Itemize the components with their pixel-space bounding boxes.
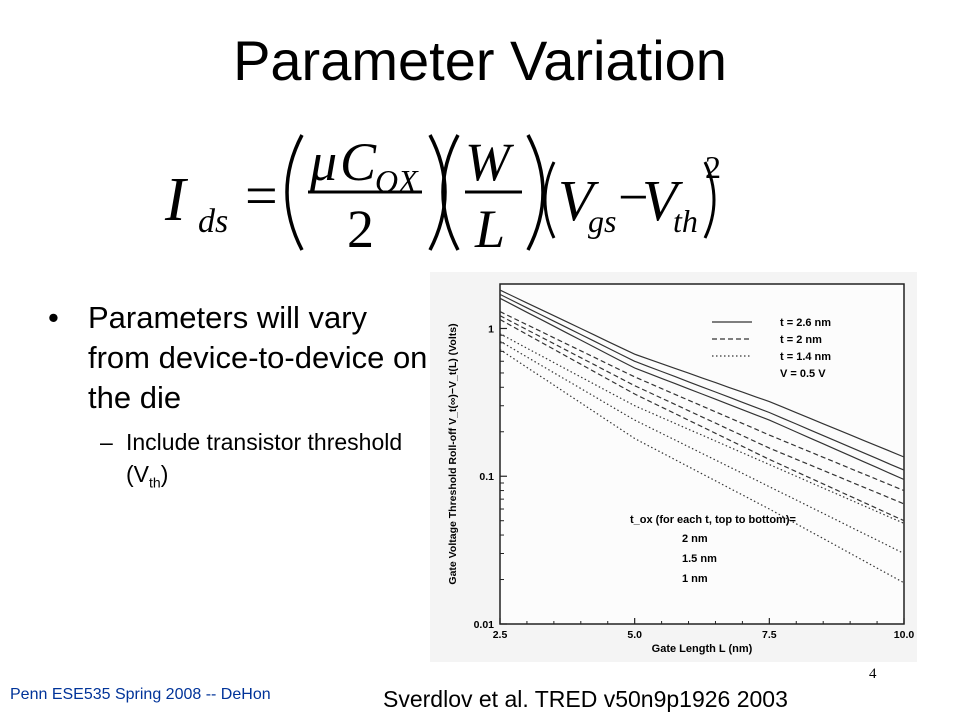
eq-f2-num: W bbox=[465, 132, 515, 192]
x-tick-label-3: 7.5 bbox=[762, 629, 777, 641]
eq-minus: − bbox=[618, 167, 648, 227]
y-tick-label-3: 1 bbox=[488, 323, 494, 335]
tox-item-3: 1 nm bbox=[682, 573, 708, 585]
bullet-sub-text: Include transistor threshold (V bbox=[126, 429, 403, 487]
eq-paren-close-3 bbox=[703, 161, 716, 239]
series-line-1 bbox=[499, 289, 905, 458]
eq-f1-c: C bbox=[340, 132, 377, 192]
y-tick-label-1: 0.01 bbox=[474, 619, 495, 631]
series-line-4 bbox=[499, 311, 905, 492]
bullet-sub-subscript: th bbox=[149, 474, 161, 491]
tox-item-2: 1.5 nm bbox=[682, 553, 717, 565]
citation: Sverdlov et al. TRED v50n9p1926 2003 bbox=[383, 686, 788, 712]
series-line-2 bbox=[499, 293, 905, 471]
legend-label-3: t = 1.4 nm bbox=[780, 351, 831, 363]
legend-label-4: V = 0.5 V bbox=[780, 368, 826, 380]
x-axis-label: Gate Length L (nm) bbox=[652, 643, 753, 655]
eq-f1-den: 2 bbox=[347, 199, 374, 259]
eq-lhs: I bbox=[164, 166, 189, 234]
eq-v1-sub: gs bbox=[588, 203, 616, 239]
eq-v2: V bbox=[642, 168, 684, 233]
eq-paren-open-3 bbox=[543, 161, 556, 239]
eq-f2-den: L bbox=[474, 199, 505, 259]
y-tick-label-2: 0.1 bbox=[479, 471, 494, 483]
tox-item-1: 2 nm bbox=[682, 533, 708, 545]
chart-legend: t = 2.6 nm t = 2 nm t = 1.4 nm V = 0.5 V bbox=[712, 317, 831, 380]
series-line-5 bbox=[499, 315, 905, 505]
slide-title: Parameter Variation bbox=[233, 29, 727, 92]
legend-label-2: t = 2 nm bbox=[780, 334, 822, 346]
bullet-sub-close: ) bbox=[160, 461, 169, 487]
footer-text: Penn ESE535 Spring 2008 -- DeHon bbox=[10, 686, 271, 703]
bullet-list: • Parameters will vary from device-to-de… bbox=[48, 298, 428, 499]
tox-header: t_ox (for each t, top to bottom)= bbox=[630, 514, 796, 526]
tox-annotation: t_ox (for each t, top to bottom)= 2 nm 1… bbox=[630, 514, 796, 585]
drain-current-equation: I ds = μ C OX 2 W L V gs − V th 2 bbox=[164, 132, 720, 259]
legend-label-1: t = 2.6 nm bbox=[780, 317, 831, 329]
eq-f1-mu: μ bbox=[309, 132, 337, 192]
y-axis-label: Gate Voltage Threshold Roll-off V_t(∞)−V… bbox=[447, 323, 459, 584]
eq-f1-sub: OX bbox=[375, 163, 419, 199]
x-tick-label-1: 2.5 bbox=[493, 629, 508, 641]
eq-paren-open-2 bbox=[441, 134, 460, 251]
eq-paren-close-2 bbox=[526, 134, 545, 251]
eq-equals: = bbox=[245, 163, 278, 228]
eq-v1: V bbox=[558, 168, 600, 233]
eq-exponent: 2 bbox=[705, 149, 720, 185]
bullet-dash: – bbox=[100, 429, 113, 455]
bullet-item-sub: – Include transistor threshold (Vth) bbox=[48, 426, 428, 499]
series-line-6 bbox=[499, 318, 905, 522]
series-line-7 bbox=[499, 333, 905, 524]
page-number: 4 bbox=[869, 666, 877, 682]
bullet-item-main: • Parameters will vary from device-to-de… bbox=[48, 298, 428, 418]
series-line-9 bbox=[499, 349, 905, 584]
x-tick-label-4: 10.0 bbox=[894, 629, 915, 641]
eq-paren-open-1 bbox=[285, 134, 304, 251]
series-line-3 bbox=[499, 297, 905, 481]
eq-lhs-sub: ds bbox=[198, 203, 228, 240]
bullet-main-text: Parameters will vary from device-to-devi… bbox=[88, 300, 428, 415]
bullet-dot: • bbox=[48, 300, 59, 335]
vt-rolloff-chart: 2.5 5.0 7.5 10.0 0.01 0.1 1 Gate Length L (nm)… bbox=[430, 272, 917, 662]
plot-frame bbox=[499, 283, 905, 625]
eq-v2-sub: th bbox=[673, 203, 698, 239]
x-tick-label-2: 5.0 bbox=[627, 629, 642, 641]
eq-paren-close-1 bbox=[428, 134, 447, 251]
